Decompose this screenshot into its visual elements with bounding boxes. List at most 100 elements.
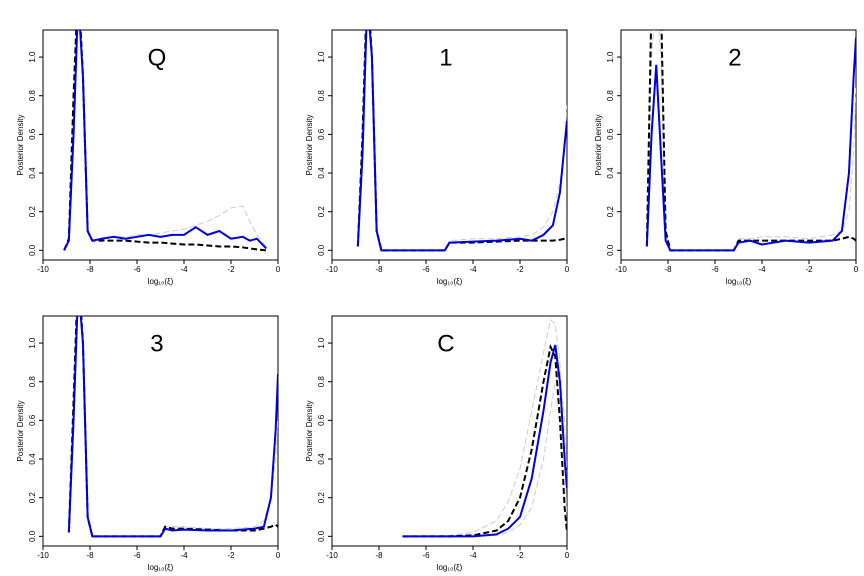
x-tick-label: 0: [276, 551, 281, 560]
plot-frame: [42, 29, 279, 261]
density-line: [67, 316, 278, 538]
y-tick-label: 0.0: [606, 244, 615, 256]
y-axis-label: Posterior Density: [16, 401, 25, 462]
density-line: [402, 318, 567, 537]
y-tick-label: 0.2: [28, 492, 37, 504]
panel: -10 -8 -6 -4 -2 0 0.0 0.2 0.4 0.6 0.8 1.0 log₁₀(ξ) Po…: [594, 29, 859, 286]
x-tick-label: -4: [469, 551, 477, 560]
y-tick-label: 0.0: [317, 244, 326, 256]
density-line: [356, 30, 567, 252]
plot-area: [645, 30, 856, 252]
density-line: [63, 30, 267, 252]
plot-frame: [331, 315, 568, 547]
x-tick-label: -2: [227, 265, 235, 274]
y-tick-label: 1.0: [28, 51, 37, 63]
plot-frame: [42, 315, 279, 547]
x-tick-label: -4: [180, 551, 188, 560]
y-tick-label: 0.4: [606, 167, 615, 179]
y-tick-label: 0.4: [28, 453, 37, 465]
density-line: [646, 30, 856, 251]
plot-frame: [331, 29, 568, 261]
y-tick-label: 0.0: [28, 244, 37, 256]
density-line: [67, 316, 278, 538]
x-axis-label: log₁₀(ξ): [437, 563, 463, 572]
x-tick-label: -8: [664, 265, 672, 274]
y-tick-label: 0.8: [606, 90, 615, 102]
y-tick-label: 0.2: [28, 206, 37, 218]
x-tick-label: -10: [37, 265, 49, 274]
y-tick-label: 0.2: [317, 492, 326, 504]
x-tick-label: 0: [565, 265, 570, 274]
y-tick-label: 0.4: [28, 167, 37, 179]
y-axis-label: Posterior Density: [594, 115, 603, 176]
panel-title: Q: [148, 44, 167, 71]
y-tick-label: 0.6: [317, 128, 326, 140]
y-tick-label: 0.8: [317, 376, 326, 388]
panel: -10 -8 -6 -4 -2 0 0.0 0.2 0.4 0.6 0.8 1.0 log₁₀(ξ) Po…: [305, 29, 570, 286]
y-axis-label: Posterior Density: [305, 401, 314, 462]
density-line: [402, 343, 567, 538]
y-tick-label: 0.0: [317, 530, 326, 542]
x-tick-label: -8: [86, 551, 94, 560]
y-tick-label: 0.0: [28, 530, 37, 542]
y-tick-label: 0.8: [317, 90, 326, 102]
y-tick-label: 1.0: [317, 337, 326, 349]
panel-title: C: [437, 330, 454, 357]
x-axis-label: log₁₀(ξ): [148, 563, 174, 572]
plot-area: [356, 30, 567, 252]
density-line: [63, 30, 267, 251]
y-axis-label: Posterior Density: [305, 115, 314, 176]
panel-title: 2: [728, 44, 741, 71]
x-tick-label: -10: [615, 265, 627, 274]
y-tick-label: 0.2: [606, 206, 615, 218]
plot-area: [402, 318, 567, 538]
plot-area: [67, 316, 278, 538]
x-axis-label: log₁₀(ξ): [726, 277, 752, 286]
y-tick-label: 0.6: [28, 128, 37, 140]
x-tick-label: -2: [516, 551, 524, 560]
x-tick-label: -6: [133, 551, 141, 560]
x-axis-label: log₁₀(ξ): [148, 277, 174, 286]
x-tick-label: -4: [469, 265, 477, 274]
density-line: [356, 30, 567, 252]
x-tick-label: -8: [375, 551, 383, 560]
panel: -10 -8 -6 -4 -2 0 0.0 0.2 0.4 0.6 0.8 1.0 log₁₀(ξ) Po…: [305, 315, 570, 572]
y-tick-label: 0.4: [317, 167, 326, 179]
x-tick-label: -8: [375, 265, 383, 274]
density-line: [645, 37, 856, 252]
x-tick-label: -4: [180, 265, 188, 274]
density-line: [63, 30, 267, 251]
x-tick-label: -2: [805, 265, 813, 274]
y-tick-label: 1.0: [606, 51, 615, 63]
plot-frame: [620, 29, 857, 261]
panel-title: 3: [150, 330, 163, 357]
panel-title: 1: [439, 44, 452, 71]
density-line: [402, 344, 567, 538]
x-tick-label: -6: [711, 265, 719, 274]
y-tick-label: 0.4: [317, 453, 326, 465]
y-tick-label: 0.6: [28, 414, 37, 426]
y-tick-label: 0.6: [606, 128, 615, 140]
panel: -10 -8 -6 -4 -2 0 0.0 0.2 0.4 0.6 0.8 1.0 log₁₀(ξ) Po…: [16, 29, 281, 286]
plot-area: [63, 30, 267, 252]
x-tick-label: -6: [422, 551, 430, 560]
x-tick-label: -10: [326, 265, 338, 274]
x-tick-label: -6: [133, 265, 141, 274]
density-line: [357, 30, 567, 251]
x-tick-label: -2: [227, 551, 235, 560]
x-tick-label: -4: [758, 265, 766, 274]
x-tick-label: -2: [516, 265, 524, 274]
y-tick-label: 1.0: [28, 337, 37, 349]
x-tick-label: 0: [854, 265, 859, 274]
x-tick-label: -10: [326, 551, 338, 560]
x-tick-label: -8: [86, 265, 94, 274]
panel: -10 -8 -6 -4 -2 0 0.0 0.2 0.4 0.6 0.8 1.0 log₁₀(ξ) Po…: [16, 315, 281, 572]
density-line: [68, 316, 278, 537]
y-axis-label: Posterior Density: [16, 115, 25, 176]
x-tick-label: -6: [422, 265, 430, 274]
y-tick-label: 0.6: [317, 414, 326, 426]
y-tick-label: 0.8: [28, 376, 37, 388]
x-tick-label: 0: [276, 265, 281, 274]
